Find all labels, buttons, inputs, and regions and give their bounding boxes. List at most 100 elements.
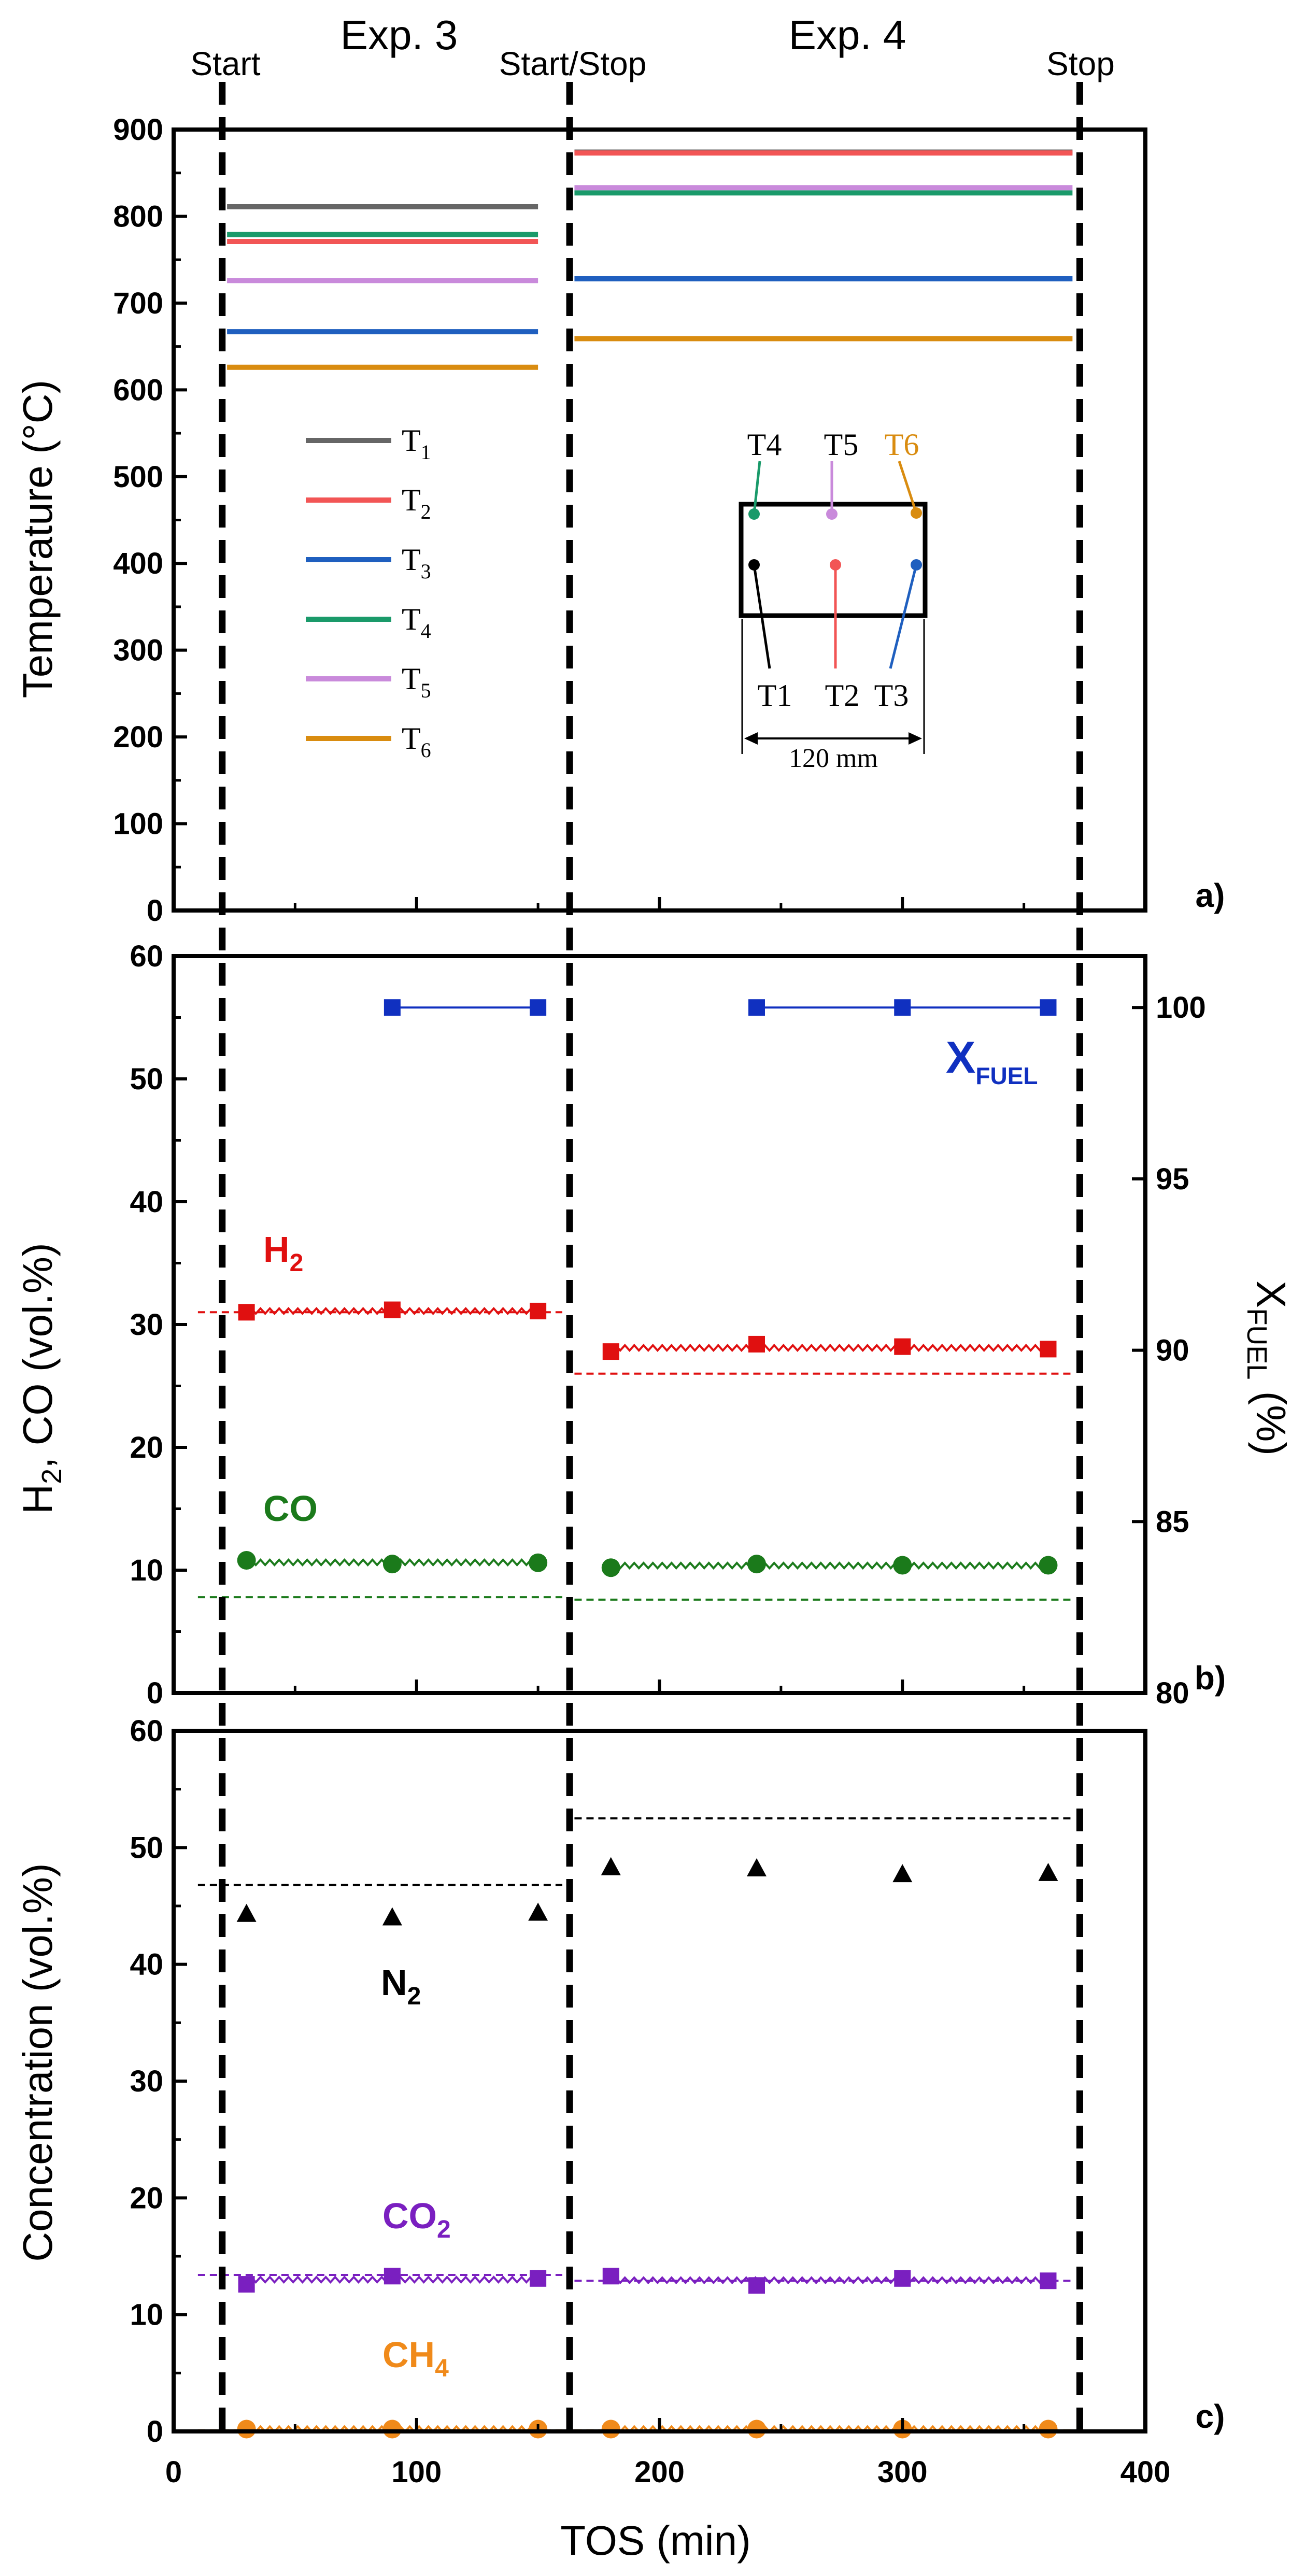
inset-dot-t6 <box>911 507 922 519</box>
marker-n2 <box>236 1903 257 1922</box>
measured-trace-co2 <box>610 2276 1049 2285</box>
header-startstop: Start/Stop <box>499 45 647 82</box>
marker-h2 <box>530 1302 547 1319</box>
series-label-ch4: CH4 <box>382 2335 449 2382</box>
y-tick-label: 500 <box>113 460 163 494</box>
y-tick-label: 0 <box>147 1676 163 1710</box>
y-tick-label: 0 <box>147 894 163 928</box>
series-label-xfuel: XFUEL <box>946 1033 1038 1089</box>
marker-co2 <box>748 2277 765 2294</box>
header-stop: Stop <box>1046 45 1115 82</box>
marker-ch4 <box>237 2420 256 2439</box>
y-tick-label: 60 <box>130 940 163 973</box>
inset-lead-t3 <box>889 564 918 669</box>
panel-a-tag: a) <box>1196 877 1225 914</box>
marker-n2 <box>747 1858 767 1876</box>
y-tick-label: 40 <box>130 1185 163 1219</box>
panel-b-ylabel: H2, CO (vol.%) <box>15 1243 67 1514</box>
y2-tick-label: 80 <box>1156 1676 1189 1710</box>
marker-xfuel <box>530 999 547 1016</box>
inset-label-t2: T2 <box>825 678 860 713</box>
marker-co <box>382 1555 402 1574</box>
inset-dot-t3 <box>911 559 922 571</box>
inset-dim-label: 120 mm <box>789 744 878 773</box>
marker-co <box>893 1556 912 1575</box>
marker-xfuel <box>748 999 765 1016</box>
inset-label-t4: T4 <box>747 428 782 462</box>
y-tick-label: 900 <box>113 113 163 147</box>
measured-trace-co <box>610 1561 1049 1570</box>
y2-tick-label: 95 <box>1156 1162 1189 1196</box>
marker-h2 <box>894 1338 911 1355</box>
header-exp4: Exp. 4 <box>789 12 906 58</box>
marker-ch4 <box>601 2420 620 2439</box>
series-label-n2: N2 <box>381 1962 421 2010</box>
marker-co <box>1039 1556 1058 1575</box>
marker-h2 <box>748 1335 765 1353</box>
marker-xfuel <box>894 999 911 1016</box>
inset-lead-t1 <box>753 564 771 669</box>
legend-label-t4: T4 <box>402 602 431 643</box>
marker-co2 <box>384 2268 401 2285</box>
inset-label-t6: T6 <box>885 428 919 462</box>
x-tick-label: 400 <box>1120 2455 1171 2489</box>
inset-dim-arrow-left <box>744 732 758 745</box>
y-tick-label: 100 <box>113 807 163 841</box>
x-tick-label: 200 <box>634 2455 685 2489</box>
y2-tick-label: 100 <box>1156 991 1206 1024</box>
marker-co2 <box>1040 2272 1057 2289</box>
series-label-h2: H2 <box>263 1229 303 1277</box>
y-tick-label: 60 <box>130 1714 163 1748</box>
series-label-co2: CO2 <box>382 2196 451 2243</box>
y-tick-label: 10 <box>130 1554 163 1587</box>
x-tick-label: 300 <box>877 2455 928 2489</box>
inset-lead-t6 <box>898 461 918 514</box>
y2-tick-label: 90 <box>1156 1334 1189 1368</box>
panel-a-temperature: T1 T2 T3 T4 T5 T6 T4 T5 T6 T1 T2 T3 <box>15 113 1225 928</box>
marker-n2 <box>1038 1862 1058 1881</box>
experiment-markers <box>219 82 1083 2431</box>
y-tick-label: 800 <box>113 200 163 233</box>
inset-dot-t1 <box>748 559 760 571</box>
y-tick-label: 200 <box>113 720 163 754</box>
inset-dot-t4 <box>748 508 760 520</box>
header-exp3: Exp. 3 <box>341 12 458 58</box>
legend-label-t1: T1 <box>402 423 431 464</box>
inset-dot-t5 <box>826 508 838 520</box>
y-tick-label: 400 <box>113 547 163 580</box>
inset-dim-arrow-right <box>909 732 922 745</box>
legend-label-t2: T2 <box>402 483 431 523</box>
y-tick-label: 20 <box>130 2181 163 2215</box>
legend-label-t5: T5 <box>402 662 431 702</box>
marker-h2 <box>238 1304 255 1321</box>
marker-ch4 <box>747 2420 766 2439</box>
marker-co2 <box>602 2268 619 2285</box>
y-tick-label: 30 <box>130 2065 163 2098</box>
marker-co <box>601 1558 620 1577</box>
inset-label-t1: T1 <box>758 678 792 713</box>
x-tick-label: 100 <box>391 2455 442 2489</box>
marker-h2 <box>384 1301 401 1318</box>
marker-ch4 <box>1039 2420 1058 2439</box>
panel-b-y2label: XFUEL (%) <box>1241 1280 1291 1456</box>
measured-trace-h2 <box>610 1344 1049 1353</box>
marker-co2 <box>238 2276 255 2293</box>
marker-n2 <box>892 1864 913 1883</box>
y-tick-label: 0 <box>147 2415 163 2449</box>
inset-dot-t2 <box>830 559 841 571</box>
y-tick-label: 50 <box>130 1831 163 1865</box>
x-axis-label: TOS (min) <box>560 2517 750 2564</box>
y-tick-label: 20 <box>130 1431 163 1464</box>
inset-label-t5: T5 <box>824 428 859 462</box>
thermocouple-inset: T4 T5 T6 T1 T2 T3 120 mm <box>739 428 928 773</box>
y-tick-label: 10 <box>130 2298 163 2332</box>
marker-co2 <box>530 2270 547 2287</box>
inset-label-t3: T3 <box>874 678 909 713</box>
series-label-co: CO <box>263 1488 318 1529</box>
y-tick-label: 50 <box>130 1062 163 1096</box>
y-tick-label: 700 <box>113 287 163 320</box>
panel-b-tag: b) <box>1195 1659 1226 1697</box>
legend-label-t6: T6 <box>402 721 431 762</box>
marker-n2 <box>528 1902 548 1921</box>
